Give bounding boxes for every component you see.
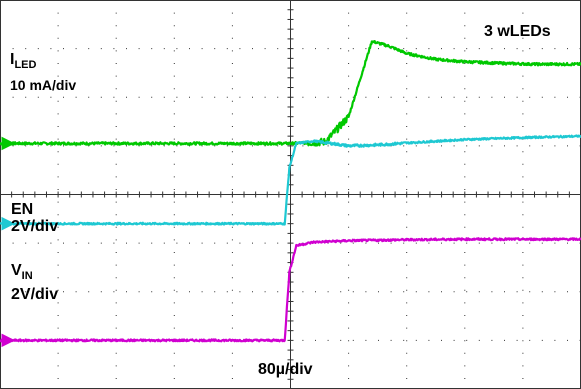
en-scale-label: 2V/div bbox=[11, 218, 59, 235]
en-label: EN bbox=[11, 201, 34, 218]
vin-label: VIN bbox=[11, 263, 33, 282]
vin-label-main: V bbox=[11, 262, 22, 279]
en-marker-icon bbox=[1, 216, 16, 231]
vin-trace bbox=[0, 237, 581, 343]
vin-label-sub: IN bbox=[21, 270, 33, 282]
iled-label: ILED bbox=[10, 52, 36, 71]
iled-label-sub: LED bbox=[14, 59, 37, 71]
en-trace bbox=[0, 134, 581, 226]
iled-label-main: I bbox=[10, 51, 15, 68]
iled-trace bbox=[0, 39, 581, 147]
iled-marker-icon bbox=[1, 136, 16, 151]
vin-marker-icon bbox=[1, 333, 16, 348]
vin-scale-label: 2V/div bbox=[11, 286, 59, 303]
waveform-traces bbox=[0, 39, 581, 343]
timebase-annotation: 80µ/div bbox=[258, 361, 313, 378]
iled-scale-label: 10 mA/div bbox=[10, 77, 77, 93]
channel-markers bbox=[1, 136, 16, 348]
wleds-annotation: 3 wLEDs bbox=[484, 23, 551, 40]
